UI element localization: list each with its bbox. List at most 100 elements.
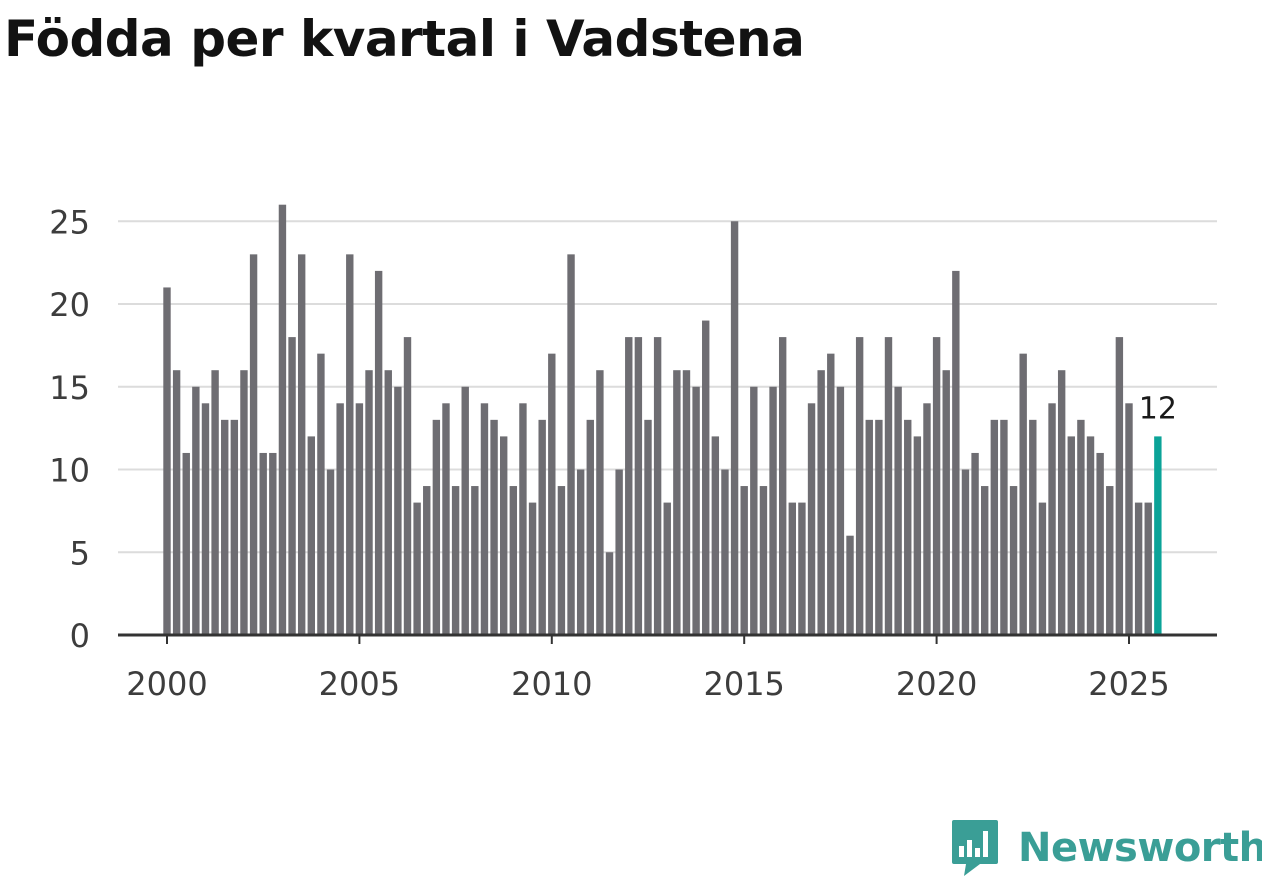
bar bbox=[192, 386, 200, 635]
brand-name: Newsworthy bbox=[1018, 825, 1262, 871]
x-tick-label: 2005 bbox=[319, 665, 400, 703]
bar bbox=[326, 469, 335, 635]
bars bbox=[163, 204, 1162, 635]
bar bbox=[904, 419, 912, 635]
y-tick-label: 20 bbox=[49, 286, 90, 324]
bar bbox=[1009, 486, 1018, 635]
bar bbox=[259, 452, 267, 635]
bar bbox=[557, 486, 566, 635]
bar bbox=[365, 370, 373, 635]
bar bbox=[240, 370, 248, 635]
bar bbox=[971, 452, 979, 635]
bar bbox=[952, 270, 960, 635]
bar bbox=[682, 370, 691, 635]
bar bbox=[423, 486, 431, 635]
bar bbox=[201, 403, 210, 635]
bar-latest bbox=[1154, 436, 1162, 635]
bar bbox=[1067, 436, 1075, 635]
bar bbox=[249, 254, 258, 635]
bar bbox=[827, 353, 835, 635]
axes bbox=[118, 633, 1217, 644]
bar bbox=[884, 337, 893, 635]
bar bbox=[461, 386, 469, 635]
bar bbox=[634, 337, 643, 635]
bar bbox=[990, 419, 999, 635]
y-tick-label: 15 bbox=[49, 369, 90, 407]
bar bbox=[836, 386, 845, 635]
bar bbox=[865, 419, 873, 635]
bar bbox=[923, 403, 931, 635]
bar bbox=[471, 486, 479, 635]
bar bbox=[1057, 370, 1066, 635]
bar bbox=[297, 254, 306, 635]
bar bbox=[644, 419, 652, 635]
bar bbox=[278, 204, 287, 635]
bar bbox=[288, 337, 296, 635]
y-tick-label: 10 bbox=[49, 452, 90, 490]
bar bbox=[894, 386, 902, 635]
bar bbox=[625, 337, 633, 635]
bar bbox=[451, 486, 460, 635]
bar bbox=[913, 436, 922, 635]
bar bbox=[374, 270, 383, 635]
bar bbox=[269, 452, 277, 635]
bar bbox=[759, 486, 768, 635]
y-tick-label: 0 bbox=[70, 617, 90, 655]
bar bbox=[961, 469, 970, 635]
bar bbox=[172, 370, 181, 635]
bar bbox=[586, 419, 594, 635]
bar bbox=[1029, 419, 1037, 635]
bar bbox=[855, 337, 864, 635]
bar bbox=[750, 386, 758, 635]
bar bbox=[1144, 502, 1152, 635]
bar bbox=[1086, 436, 1095, 635]
bar bbox=[317, 353, 325, 635]
bar bbox=[538, 419, 546, 635]
bar bbox=[653, 337, 662, 635]
bar bbox=[230, 419, 239, 635]
bar bbox=[413, 502, 421, 635]
bar bbox=[163, 287, 171, 635]
bar bbox=[346, 254, 354, 635]
x-tick-label: 2000 bbox=[126, 665, 207, 703]
x-tick-label: 2020 bbox=[896, 665, 977, 703]
bar bbox=[942, 370, 950, 635]
y-tick-label: 5 bbox=[70, 534, 90, 572]
bar bbox=[692, 386, 700, 635]
bar bbox=[442, 403, 450, 635]
bar bbox=[981, 486, 989, 635]
bar bbox=[1048, 403, 1056, 635]
bar bbox=[673, 370, 681, 635]
bar bbox=[548, 353, 556, 635]
bar bbox=[798, 502, 806, 635]
bar bbox=[846, 535, 854, 635]
bar bbox=[596, 370, 604, 635]
bar bbox=[1096, 452, 1104, 635]
bar bbox=[221, 419, 229, 635]
x-tick-label: 2025 bbox=[1088, 665, 1169, 703]
bar bbox=[932, 337, 941, 635]
bar bbox=[182, 452, 190, 635]
bar bbox=[432, 419, 441, 635]
bar bbox=[817, 370, 825, 635]
bar bbox=[1134, 502, 1143, 635]
chart-title: Födda per kvartal i Vadstena bbox=[4, 10, 805, 68]
bar bbox=[1077, 419, 1085, 635]
bar bbox=[778, 337, 787, 635]
bar bbox=[211, 370, 219, 635]
bar bbox=[500, 436, 508, 635]
bar bbox=[509, 486, 518, 635]
bar bbox=[1115, 337, 1124, 635]
bar bbox=[307, 436, 315, 635]
bar bbox=[384, 370, 392, 635]
x-tick-label: 2015 bbox=[703, 665, 784, 703]
bar bbox=[394, 386, 402, 635]
newsworthy-logo-icon bbox=[952, 820, 998, 876]
bar bbox=[355, 403, 364, 635]
bar bbox=[528, 502, 537, 635]
brand-logo[interactable]: Newsworthy bbox=[950, 818, 1262, 878]
bar bbox=[336, 403, 344, 635]
bar bbox=[576, 469, 585, 635]
bar bbox=[490, 419, 498, 635]
